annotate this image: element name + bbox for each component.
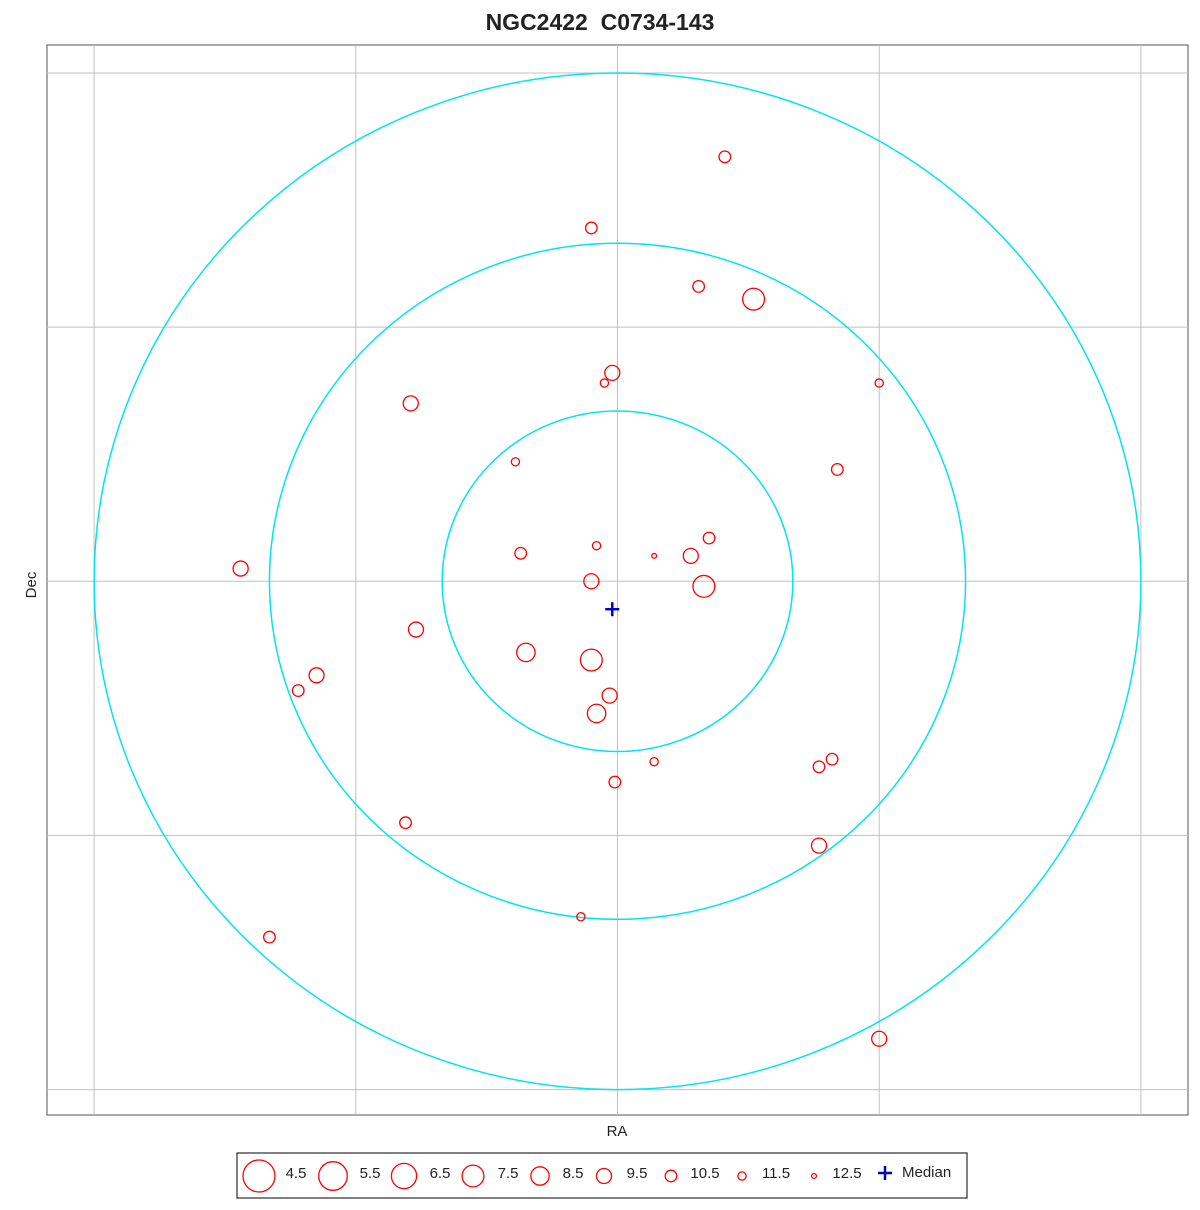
star <box>586 703 607 724</box>
star <box>232 560 249 577</box>
legend-label: 11.5 <box>762 1165 790 1182</box>
legend-label: 7.5 <box>498 1165 519 1182</box>
star <box>812 760 826 774</box>
radius-ring <box>93 72 1142 1091</box>
legend-label: 5.5 <box>360 1165 381 1182</box>
legend-symbol <box>390 1162 418 1190</box>
legend-symbol <box>664 1169 678 1183</box>
star <box>407 621 425 638</box>
star <box>599 378 610 388</box>
legend-label: 10.5 <box>690 1165 719 1182</box>
star <box>516 642 536 663</box>
star <box>830 462 844 476</box>
star <box>601 687 618 704</box>
legend-label: 9.5 <box>627 1165 648 1182</box>
star <box>874 378 884 388</box>
star <box>308 667 325 684</box>
legend-label: Median <box>902 1164 951 1181</box>
star <box>591 540 602 551</box>
star <box>692 279 706 293</box>
star <box>402 395 419 412</box>
star <box>742 287 766 311</box>
legend-symbol <box>242 1159 276 1193</box>
legend-symbol <box>461 1164 485 1188</box>
star <box>584 221 598 235</box>
star <box>291 684 305 698</box>
legend-box <box>236 1152 968 1199</box>
x-axis-label: RA <box>607 1123 628 1140</box>
star <box>576 912 586 922</box>
star <box>604 364 621 382</box>
legend-label: 6.5 <box>430 1165 451 1182</box>
star <box>399 816 412 830</box>
star <box>682 547 699 565</box>
legend-label: 8.5 <box>563 1165 584 1182</box>
star <box>262 930 276 944</box>
legend-symbol <box>530 1166 550 1186</box>
star <box>649 756 659 767</box>
legend-symbol <box>595 1167 613 1185</box>
legend-symbol <box>318 1161 348 1191</box>
star <box>702 531 716 545</box>
star <box>825 752 839 766</box>
star <box>510 457 521 467</box>
star <box>579 648 603 672</box>
star <box>692 574 716 598</box>
radius-ring <box>441 410 794 753</box>
median-marker <box>605 602 620 617</box>
star <box>514 546 528 560</box>
chart-title: NGC2422 C0734-143 <box>486 9 715 35</box>
legend-symbol <box>737 1171 747 1181</box>
legend-label: 12.5 <box>832 1165 861 1182</box>
star <box>651 552 658 559</box>
legend-label: 4.5 <box>286 1165 307 1182</box>
y-axis-label: Dec <box>23 571 40 598</box>
star <box>718 150 732 164</box>
star <box>608 775 622 789</box>
star <box>583 573 600 590</box>
radius-ring <box>268 242 967 921</box>
legend-symbol <box>810 1172 818 1180</box>
star <box>810 837 828 854</box>
legend-median-symbol <box>878 1166 892 1180</box>
star <box>871 1030 888 1047</box>
